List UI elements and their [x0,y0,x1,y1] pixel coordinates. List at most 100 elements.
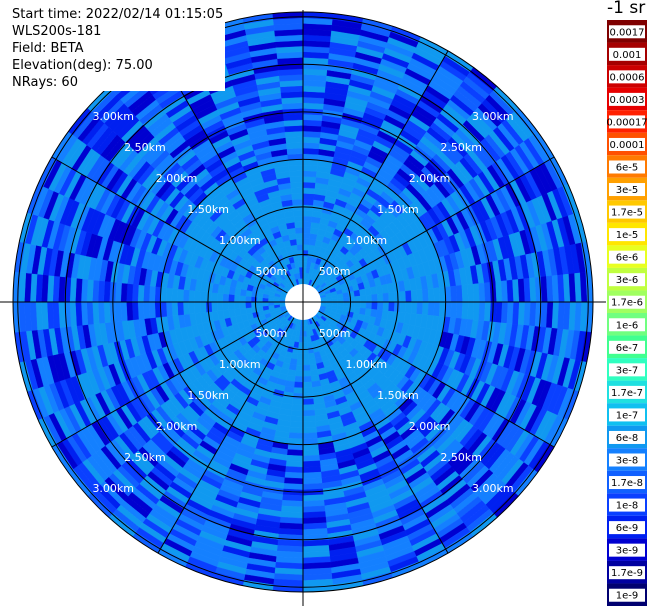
radar-cell [290,415,304,423]
radar-cell [182,301,190,315]
radar-cell [299,266,304,274]
radar-cell [377,301,384,311]
range-ring-label: 1.00km [219,358,261,371]
range-ring-label: 1.00km [345,358,387,371]
radar-cell [382,292,390,303]
range-ring-label: 1.50km [187,203,229,216]
radar-cell [211,301,218,312]
radar-cell [194,301,201,314]
radar-cell [399,301,407,313]
colorbar-label: 1e-5 [616,230,639,241]
radar-cells [12,11,594,593]
radar-cell [302,193,315,200]
colorbar-label-bg [609,588,645,602]
radar-cell [245,295,252,303]
radar-cell [410,301,418,315]
radar-cell [177,301,184,316]
range-ring-label: 500m [319,265,351,278]
azimuth-spoke [311,50,449,287]
colorbar-label: 1.7e-8 [611,478,643,489]
radar-cell [365,294,373,303]
radar-cell [427,288,435,303]
radar-cell [216,301,224,312]
colorbar-label-bg [609,408,645,422]
radar-cell [148,285,156,303]
colorbar-label-bg [609,205,645,219]
radar-cell [416,301,424,315]
range-ring-label: 1.00km [219,234,261,247]
radar-cell [302,170,317,178]
radar-cell [296,244,304,251]
radar-cell [188,289,196,303]
radar-cell [182,289,190,303]
colorbar-label-bg [609,385,645,399]
radar-cell [302,460,321,468]
radar-cell [228,301,235,311]
colorbar-label: 3e-8 [616,456,639,467]
colorbar-label: 3e-6 [616,275,639,286]
colorbar-label-bg [609,115,645,129]
colorbar-label-bg [609,250,645,264]
radar-cell [171,288,179,303]
radar-cell [302,227,312,234]
colorbar-label-bg [609,340,645,354]
radar-cell [291,404,304,411]
azimuth-spoke [318,310,555,448]
radar-cell [360,301,367,309]
range-ring-label: 1.00km [345,234,387,247]
radar-cell [302,210,313,217]
colorbar-label: 1.7e-5 [611,208,643,219]
colorbar-label-bg [609,453,645,467]
radar-cell [289,421,304,428]
range-ring-label: 1.50km [187,389,229,402]
radar-cell [290,181,304,189]
radar-cell [382,301,390,312]
radar-cell [405,290,412,303]
radar-cell [302,336,308,343]
radar-cell [422,301,429,316]
radar-cell [194,290,201,303]
radar-cell [302,147,320,155]
radar-cell [416,289,424,303]
radar-cell [293,255,299,263]
colorbar-label-bg [609,430,645,444]
radar-cell [302,255,309,262]
colorbar-label: 3e-5 [616,185,639,196]
radar-cell [177,288,184,303]
radar-cell [302,176,317,183]
range-ring-label: 2.00km [156,420,198,433]
radar-cell [137,284,145,303]
radar-cell [365,301,373,310]
radar-cell [245,301,252,309]
azimuth-spoke [157,317,295,554]
radar-cell [297,342,304,349]
colorbar-label-bg [609,47,645,61]
radar-cell [285,136,304,144]
radar-cell [296,238,304,245]
radar-cell [289,170,304,178]
radar-cell [294,227,304,234]
radar-cell [295,232,304,240]
radar-cell [450,285,458,303]
radar-cell [233,301,241,310]
colorbar-label: 3e-9 [616,546,639,557]
range-ring-label: 3.00km [92,482,134,495]
radar-cell [228,293,235,303]
radar-cell [288,164,304,172]
range-ring-label: 2.00km [156,172,198,185]
radar-cell [399,291,407,303]
radar-cell [331,298,339,303]
radar-cell [294,376,304,383]
radar-cell [302,353,310,360]
range-ring-label: 500m [319,327,351,340]
radar-cell [289,176,304,183]
radar-cell [342,292,350,298]
radar-cell [199,301,207,313]
radar-cell [211,292,218,303]
radar-cell [293,381,304,389]
colorbar-label: 6e-7 [616,343,639,354]
radar-cell [137,301,145,320]
radar-cell [302,244,310,251]
range-ring-label: 2.50km [440,141,482,154]
